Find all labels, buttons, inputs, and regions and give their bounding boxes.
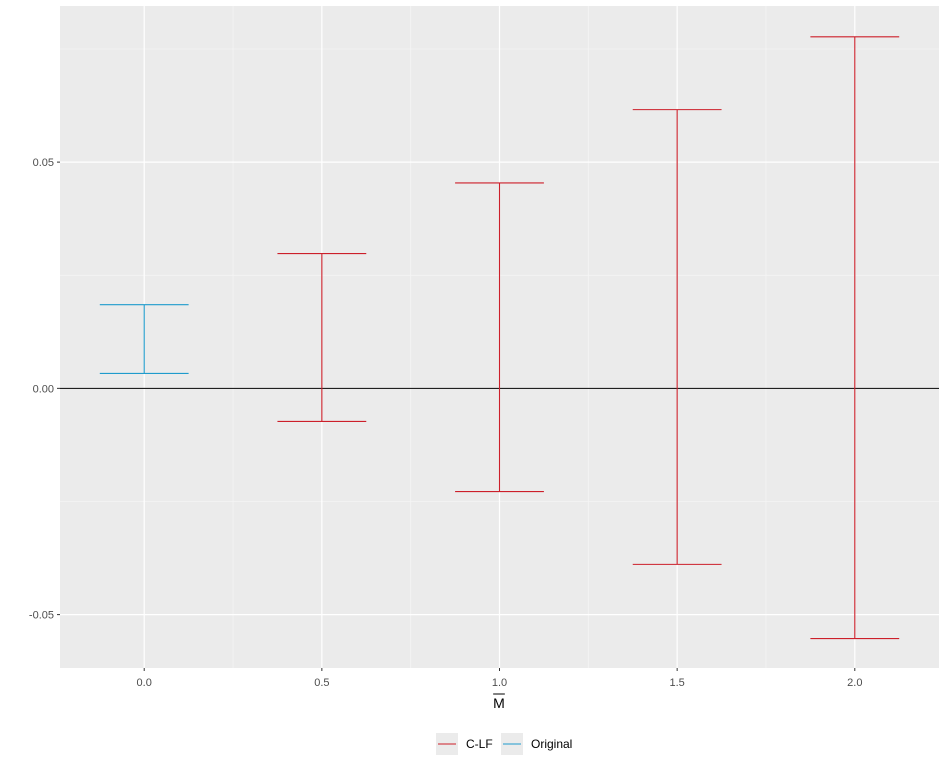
x-axis-title: M — [493, 695, 505, 711]
errorbar-original-0 — [99, 304, 189, 374]
errorbar-c-lf-3 — [810, 36, 900, 640]
errorbar-c-lf-1 — [455, 182, 544, 493]
errorbar-c-lf-0 — [277, 252, 367, 422]
x-tick-label: 0.0 — [137, 677, 152, 689]
legend: C-LF Original — [436, 733, 572, 755]
y-tick-label: -0.05 — [29, 610, 54, 622]
y-tick-label: 0.00 — [33, 383, 54, 395]
x-tick-label: 2.0 — [847, 677, 862, 689]
y-axis-ticks: -0.05 0.00 0.05 — [29, 157, 60, 622]
error-bars — [99, 36, 900, 640]
x-tick-label: 1.5 — [669, 677, 684, 689]
y-tick-label: 0.05 — [33, 157, 54, 169]
x-tick-label: 1.0 — [492, 677, 507, 689]
x-tick-label: 0.5 — [314, 677, 329, 689]
x-axis-ticks: 0.0 0.5 1.0 1.5 2.0 — [137, 668, 862, 689]
legend-label-original: Original — [531, 737, 572, 751]
x-axis-title-group: M — [493, 693, 505, 711]
legend-label-clf: C-LF — [466, 737, 493, 751]
errorbar-c-lf-2 — [632, 109, 722, 565]
